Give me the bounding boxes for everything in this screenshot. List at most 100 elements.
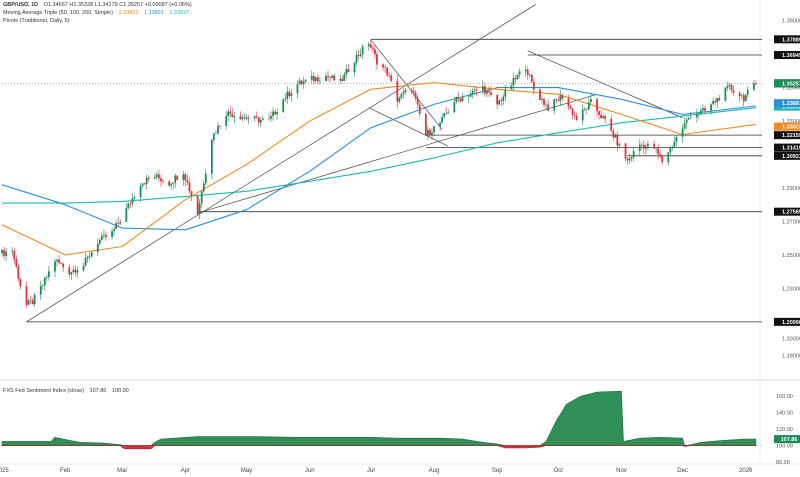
candle-body	[131, 198, 134, 204]
candle-body	[396, 80, 399, 102]
candle-body	[376, 54, 378, 65]
ma100-line	[1, 87, 756, 231]
candle-body	[412, 90, 415, 93]
candle-body	[484, 86, 486, 94]
candle-body	[272, 111, 274, 117]
candle-body	[414, 92, 417, 99]
candle-body	[31, 300, 34, 305]
candle-body	[500, 100, 503, 102]
candle-body	[728, 84, 731, 87]
candle-body	[176, 175, 179, 180]
candle-body	[127, 203, 130, 209]
y-tick-label: 1.20000	[782, 337, 800, 343]
symbol-label: GBP/USD, 1D	[3, 2, 39, 8]
candle-body	[298, 80, 301, 85]
ma100-value: 1.33891	[143, 10, 164, 16]
chart-legend-pivots: Pivots (Traditional, Daily, 5)	[3, 18, 74, 24]
candle-body	[581, 109, 584, 121]
candle-body	[72, 269, 75, 272]
level-label-box	[774, 51, 800, 60]
ma200-line	[2, 107, 756, 204]
level-label-box	[774, 151, 800, 160]
candle-body	[530, 74, 533, 82]
level-label: 1.36949	[782, 53, 800, 59]
candle-body	[25, 286, 28, 305]
candle-body	[604, 116, 607, 119]
candle-body	[712, 101, 715, 105]
candle-body	[398, 98, 401, 102]
candle-body	[541, 98, 543, 100]
candle-body	[282, 99, 285, 113]
trendline	[26, 4, 537, 323]
candle-body	[357, 55, 360, 56]
candle-body	[304, 79, 307, 82]
candle-body	[455, 96, 458, 103]
y-tick-label: 1.23000	[782, 286, 800, 292]
candle-body	[410, 89, 413, 91]
candle-body	[390, 75, 393, 81]
candle-body	[11, 250, 14, 252]
candle-body	[524, 69, 527, 72]
candle-body	[119, 221, 122, 224]
x-tick-label: Sep	[492, 468, 503, 474]
indicator-legend: FXS Fed Sentiment Index (close) 107.86 1…	[3, 388, 133, 394]
price-label: 1.35257	[782, 81, 800, 87]
candle-body	[457, 96, 460, 99]
candle-body	[587, 102, 590, 110]
candle-body	[528, 74, 531, 76]
candle-body	[184, 174, 187, 181]
candle-body	[496, 94, 499, 105]
candle-body	[111, 231, 113, 237]
candle-body	[687, 117, 690, 120]
candle-body	[557, 100, 560, 101]
candle-body	[695, 114, 698, 118]
candle-body	[724, 87, 727, 101]
level-label: 1.37889	[782, 37, 800, 43]
candle-body	[56, 259, 58, 262]
indicator-label: FXS Fed Sentiment Index (close)	[3, 388, 85, 394]
candle-body	[416, 98, 419, 105]
candle-body	[255, 116, 258, 118]
indicator-y-tick-label: 160.00	[776, 394, 793, 400]
candle-body	[453, 102, 456, 113]
candle-body	[215, 133, 217, 134]
candle-body	[441, 116, 444, 123]
candle-body	[211, 140, 213, 174]
y-tick-label: 1.39000	[782, 19, 800, 25]
candle-body	[614, 135, 617, 138]
candle-body	[160, 178, 162, 182]
candle-body	[702, 108, 704, 111]
candle-body	[133, 197, 136, 199]
level-label: 1.31415	[782, 146, 800, 152]
candle-body	[644, 145, 647, 149]
candle-body	[626, 158, 629, 161]
price-label: 1.33862	[782, 105, 800, 111]
candle-body	[288, 91, 291, 97]
x-tick-label: Dec	[677, 468, 688, 474]
ma50-line	[1, 82, 756, 256]
candle-body	[100, 235, 103, 240]
candle-body	[139, 185, 142, 198]
candle-body	[473, 89, 476, 91]
candle-body	[27, 300, 30, 305]
candle-body	[647, 143, 649, 146]
candle-body	[628, 158, 631, 161]
candle-body	[339, 78, 342, 81]
candle-body	[227, 111, 230, 117]
candle-body	[333, 75, 336, 81]
candle-body	[196, 196, 199, 215]
trendline	[368, 107, 449, 147]
candle-body	[589, 99, 592, 103]
candle-body	[429, 129, 431, 135]
candle-body	[443, 113, 446, 117]
candle-body	[327, 75, 329, 78]
candle-body	[231, 114, 234, 118]
candle-body	[98, 239, 101, 244]
candle-body	[103, 234, 105, 236]
candle-body	[141, 183, 144, 186]
candle-body	[514, 78, 517, 80]
candle-body	[755, 83, 757, 85]
candle-body	[296, 84, 299, 94]
candle-body	[624, 143, 627, 159]
